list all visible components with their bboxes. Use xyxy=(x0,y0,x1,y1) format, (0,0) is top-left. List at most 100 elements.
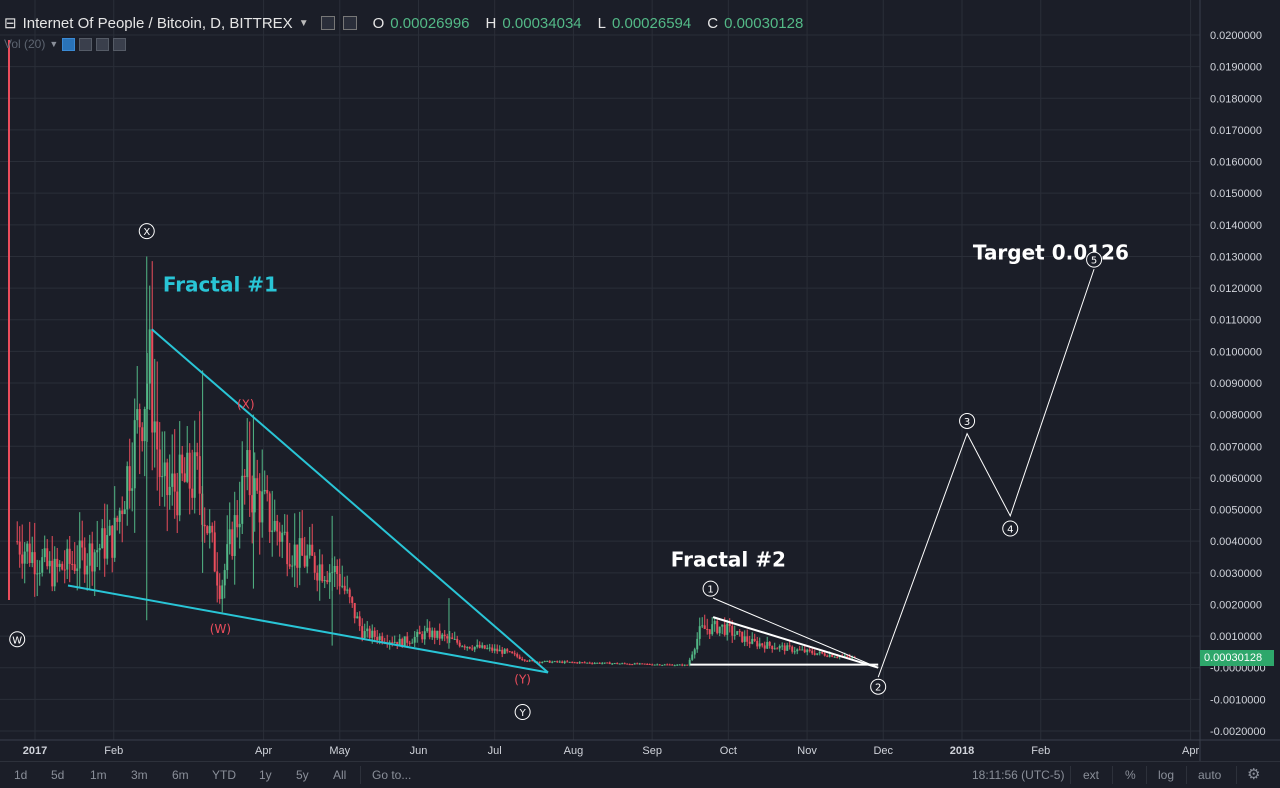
x-tick-label: Dec xyxy=(873,745,893,757)
annotation-label: (Y) xyxy=(514,673,531,687)
candle-body xyxy=(88,543,91,566)
plus-icon[interactable] xyxy=(96,37,110,51)
candle-body xyxy=(493,648,496,651)
x-tick-label: Jul xyxy=(488,745,502,757)
candle-body xyxy=(296,544,299,568)
range-5d-button[interactable]: 5d xyxy=(51,768,65,782)
candle-body xyxy=(241,475,244,524)
candle-body xyxy=(158,449,161,477)
auto-button[interactable]: auto xyxy=(1198,768,1222,782)
chevron-down-icon[interactable]: ▼ xyxy=(298,17,309,29)
wave-label: 5 xyxy=(1091,256,1097,267)
candle-body xyxy=(278,531,281,542)
x-tick-label: Aug xyxy=(564,745,584,757)
close-label: C xyxy=(707,14,719,32)
collapse-icon[interactable]: ⊟ xyxy=(4,15,17,32)
candle-body xyxy=(571,661,574,663)
trend-line-fractal2-upper-inner xyxy=(712,616,879,669)
x-tick-label: Sep xyxy=(642,745,662,757)
candle-body xyxy=(83,547,86,575)
candle-body xyxy=(266,489,269,494)
candle-body xyxy=(196,452,199,457)
candle-body xyxy=(28,543,31,564)
candle-body xyxy=(473,646,476,650)
candle-body xyxy=(753,638,756,641)
candle-body xyxy=(821,651,824,654)
volume-label[interactable]: Vol (20) xyxy=(4,37,46,51)
candle-body xyxy=(578,662,581,664)
candle-body xyxy=(213,532,216,572)
settings-icon[interactable] xyxy=(320,16,335,30)
wave-label: Y xyxy=(519,708,527,719)
candle-body xyxy=(231,529,234,557)
candle-body xyxy=(443,634,446,637)
high-label: H xyxy=(485,14,497,32)
candle-body xyxy=(521,658,524,660)
candle-body xyxy=(271,530,274,532)
ext-button[interactable]: ext xyxy=(1083,768,1100,782)
candle-body xyxy=(68,548,71,564)
candle-body xyxy=(641,663,644,665)
candle-body xyxy=(693,649,696,655)
percent-button[interactable]: % xyxy=(1125,768,1136,782)
candle-body xyxy=(471,648,474,650)
candle-body xyxy=(731,626,734,636)
candle-body xyxy=(661,664,664,666)
range-1d-button[interactable]: 1d xyxy=(14,768,28,782)
candle-body xyxy=(506,649,509,652)
log-button[interactable]: log xyxy=(1158,768,1175,782)
candle-body xyxy=(276,520,279,532)
range-1m-button[interactable]: 1m xyxy=(90,768,107,782)
range-ytd-button[interactable]: YTD xyxy=(212,768,236,782)
candle-body xyxy=(671,664,674,666)
annotation-label: Fractal #1 xyxy=(163,272,278,296)
gear-icon[interactable] xyxy=(79,37,93,51)
close-icon[interactable] xyxy=(113,37,127,51)
candle-body xyxy=(338,573,341,587)
wave-label: 1 xyxy=(707,585,713,596)
candle-body xyxy=(173,473,176,492)
candle-body xyxy=(768,641,771,646)
candle-body xyxy=(286,531,289,565)
y-tick-label: 0.0170000 xyxy=(1210,125,1262,137)
candle-body xyxy=(223,570,226,586)
goto-button[interactable]: Go to... xyxy=(372,768,412,782)
y-tick-label: 0.0110000 xyxy=(1210,315,1261,327)
range-5y-button[interactable]: 5y xyxy=(296,768,309,782)
candle-body xyxy=(631,664,634,666)
chevron-down-icon[interactable]: ▼ xyxy=(49,39,59,49)
x-tick-label: Feb xyxy=(104,745,123,757)
candle-body xyxy=(16,541,19,543)
range-all-button[interactable]: All xyxy=(333,768,347,782)
toolbar-divider xyxy=(360,766,361,784)
candle-body xyxy=(193,452,196,498)
range-1y-button[interactable]: 1y xyxy=(259,768,272,782)
eye-icon[interactable] xyxy=(62,37,76,51)
candle-body xyxy=(18,541,21,555)
price-chart[interactable]: 0.0200000 0.0190000 0.0180000 0.0170000 0.01… xyxy=(0,0,1280,761)
candle-body xyxy=(783,645,786,651)
candle-body xyxy=(648,663,651,665)
range-6m-button[interactable]: 6m xyxy=(172,768,189,782)
candle-body xyxy=(688,659,691,666)
gear-icon[interactable]: ⚙ xyxy=(1247,766,1261,783)
candle-body xyxy=(811,650,814,654)
candle-body xyxy=(183,473,186,482)
candle-body xyxy=(511,651,514,654)
candle-body xyxy=(828,654,831,657)
candle-body xyxy=(696,638,699,650)
candle-body xyxy=(426,627,429,632)
candle-body xyxy=(198,456,201,494)
symbol-title[interactable]: Internet Of People / Bitcoin, D, BITTREX xyxy=(22,14,293,32)
candle-body xyxy=(111,525,114,558)
toolbar-divider xyxy=(1070,766,1071,784)
hide-icon[interactable] xyxy=(342,16,357,30)
candle-body xyxy=(156,421,159,450)
candle-body xyxy=(718,626,721,634)
range-3m-button[interactable]: 3m xyxy=(131,768,148,782)
candle-body xyxy=(281,532,284,542)
wave-label-circle xyxy=(702,580,719,597)
candle-body xyxy=(238,523,241,528)
candle-body xyxy=(321,564,324,582)
candle-body xyxy=(128,466,131,491)
